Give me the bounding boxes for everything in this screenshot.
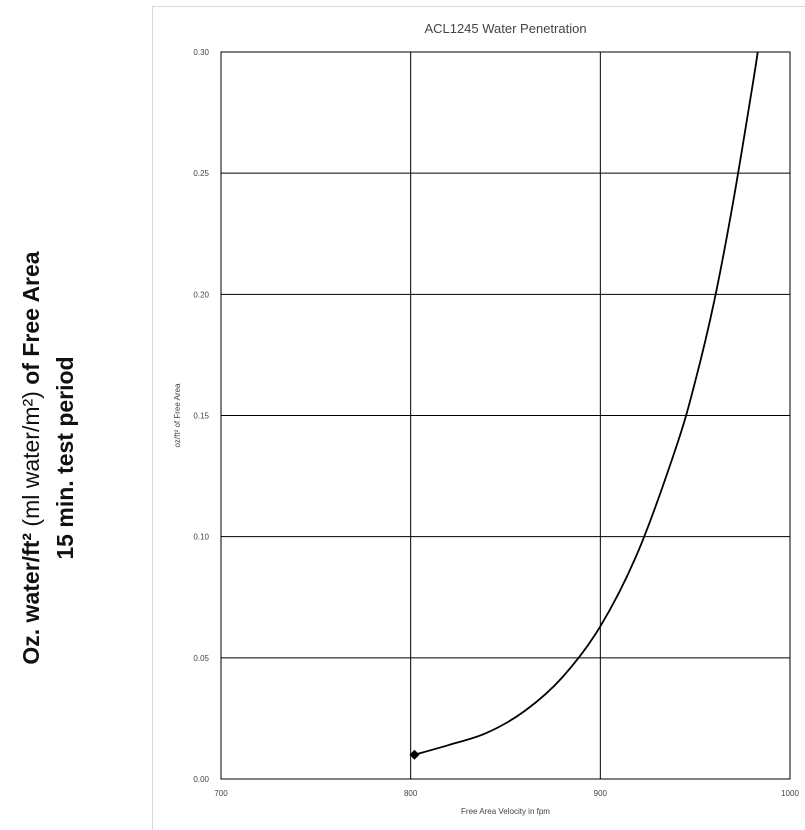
outer-ylabel-units-bold: Oz. water/ft²	[18, 532, 44, 665]
y-tick-label-0.25: 0.25	[193, 169, 209, 178]
x-tick-label-700: 700	[214, 789, 228, 798]
chart-panel: 700 800 900 1000 0.00 0.05 0.10 0.15 0.20 0.25 0.3…	[152, 6, 805, 830]
x-tick-label-1000: 1000	[781, 789, 799, 798]
series-line-0	[414, 51, 759, 756]
y-tick-label-0.00: 0.00	[193, 775, 209, 784]
y-tick-label-0.05: 0.05	[193, 654, 209, 663]
outer-ylabel-metric: (ml water/m²)	[18, 384, 44, 533]
outer-y-axis-label: Oz. water/ft² (ml water/m²) of Free Area…	[0, 0, 140, 829]
outer-ylabel-period: 15 min. test period	[52, 356, 78, 560]
x-tick-label-900: 900	[594, 789, 608, 798]
y-axis-title: oz/ft² of Free Area	[173, 383, 182, 448]
series-start-marker	[409, 749, 420, 760]
y-tick-label-0.15: 0.15	[193, 412, 209, 421]
chart-title: ACL1245 Water Penetration	[424, 21, 586, 36]
y-tick-label-0.20: 0.20	[193, 290, 209, 299]
y-tick-label-0.10: 0.10	[193, 533, 209, 542]
water-penetration-chart: 700 800 900 1000 0.00 0.05 0.10 0.15 0.20 0.25 0.3…	[173, 21, 799, 816]
x-tick-label-800: 800	[404, 789, 418, 798]
outer-ylabel-area: of Free Area	[18, 251, 44, 385]
x-axis-title: Free Area Velocity in fpm	[461, 807, 550, 816]
y-tick-label-0.30: 0.30	[193, 48, 209, 57]
